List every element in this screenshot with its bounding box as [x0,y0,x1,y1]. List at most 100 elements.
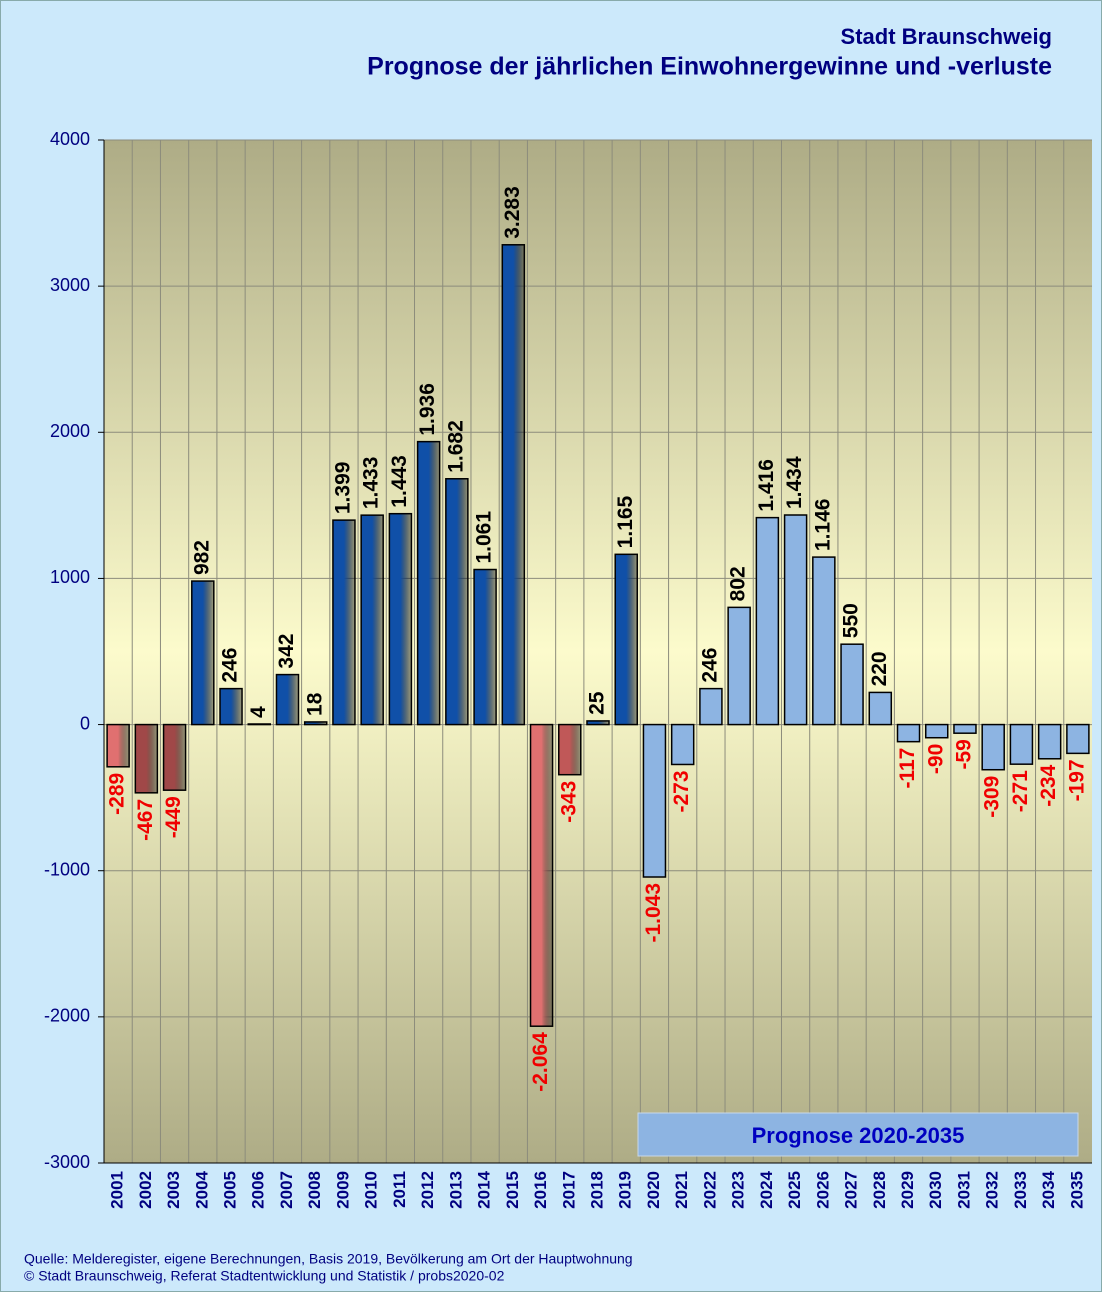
source: Quelle: Melderegister, eigene Berechnung… [24,1251,633,1267]
x-tick-label: 2022 [700,1171,719,1209]
value-label: 1.682 [444,420,467,473]
x-tick-label: 2007 [277,1171,296,1209]
bar [586,720,610,726]
x-tick-label: 2008 [305,1171,324,1209]
bar [247,723,272,726]
value-label: 1.434 [783,456,806,509]
value-label: -273 [670,770,693,812]
value-label: -449 [162,796,185,838]
bar [1009,723,1034,765]
x-tick-label: 2030 [926,1171,945,1209]
source: © Stadt Braunschweig, Referat Stadtentwi… [24,1268,505,1284]
value-label: -197 [1065,759,1088,801]
value-label: -309 [981,776,1004,818]
bar [642,723,667,878]
y-tick-label: -3000 [44,1152,90,1172]
x-tick-label: 2025 [785,1171,804,1209]
x-tick-label: 2003 [164,1171,183,1209]
bar [699,687,723,726]
x-tick-label: 2012 [418,1171,437,1209]
y-tick-label: 2000 [50,421,90,441]
x-tick-label: 2026 [813,1171,832,1209]
value-label: 550 [840,603,863,638]
y-tick-label: 3000 [50,275,90,295]
bar [219,687,243,726]
value-label: -234 [1037,764,1060,806]
bar [275,673,300,726]
value-label: 220 [868,651,891,686]
bar [840,643,864,726]
plot-area [104,140,1092,1163]
x-tick-label: 2005 [221,1171,240,1209]
y-tick-label: 4000 [50,129,90,149]
bar [529,723,554,1027]
bar [416,440,441,726]
x-tick-label: 2011 [390,1171,409,1208]
value-label: 1.165 [614,495,637,548]
value-label: 1.416 [755,459,778,512]
bar [868,691,893,726]
bar [360,514,384,726]
bar [501,244,526,726]
value-label: 342 [275,634,298,669]
bar [1037,723,1062,760]
value-label: -467 [134,799,157,841]
x-tick-label: 2021 [672,1171,691,1209]
x-tick-label: 2018 [587,1171,606,1209]
annotation-box [637,1112,1079,1157]
value-label: 3.283 [501,186,524,239]
bar [727,606,751,726]
x-tick-label: 2034 [1039,1170,1058,1208]
x-tick-label: 2035 [1067,1171,1086,1209]
x-tick-label: 2020 [644,1171,663,1209]
value-label: -289 [106,773,129,815]
x-tick-label: 2014 [475,1170,494,1208]
x-tick-label: 2029 [898,1171,917,1209]
value-label: -117 [896,748,919,789]
value-label: 1.936 [416,383,439,436]
value-label: -343 [557,781,580,823]
x-tick-label: 2027 [842,1171,861,1209]
chart-title: Stadt Braunschweig [841,24,1052,49]
value-label: -2.064 [529,1032,552,1092]
y-tick-label: -1000 [44,859,90,879]
value-label: 18 [303,692,326,716]
bar [388,512,413,726]
value-label: -90 [924,744,947,774]
bar [162,723,187,791]
x-tick-label: 2032 [983,1171,1002,1209]
x-tick-label: 2015 [503,1171,522,1209]
x-tick-label: 2010 [362,1171,381,1209]
value-label: 802 [727,566,750,601]
y-tick-label: 1000 [50,567,90,587]
bar [670,723,695,766]
y-tick-label: 0 [80,713,90,733]
value-label: 246 [698,648,721,683]
x-tick-label: 2013 [446,1171,465,1209]
bar [303,721,328,726]
bar [445,478,469,726]
x-tick-label: 2009 [333,1171,352,1209]
x-tick-label: 2019 [616,1171,635,1209]
x-tick-label: 2024 [757,1170,776,1208]
bar [473,568,497,726]
x-tick-label: 2001 [108,1171,127,1209]
value-label: -1.043 [642,883,665,943]
bar [924,723,949,739]
bar [953,723,977,734]
bar [106,723,130,768]
x-tick-label: 2004 [192,1170,211,1208]
x-tick-label: 2016 [531,1171,550,1209]
bar [812,556,836,726]
value-label: 1.061 [473,511,496,564]
value-label: 1.146 [811,499,834,552]
value-label: 4 [247,706,270,718]
y-tick-label: -2000 [44,1006,90,1026]
bar [134,723,159,794]
value-label: 1.399 [331,462,354,515]
x-tick-label: 2006 [249,1171,268,1209]
value-label: 1.443 [388,455,411,508]
x-tick-label: 2028 [870,1171,889,1209]
x-tick-label: 2017 [559,1171,578,1209]
